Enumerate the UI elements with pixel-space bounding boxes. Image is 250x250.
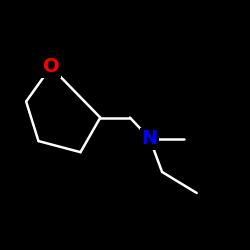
Text: N: N — [142, 129, 158, 148]
Text: O: O — [42, 58, 59, 76]
